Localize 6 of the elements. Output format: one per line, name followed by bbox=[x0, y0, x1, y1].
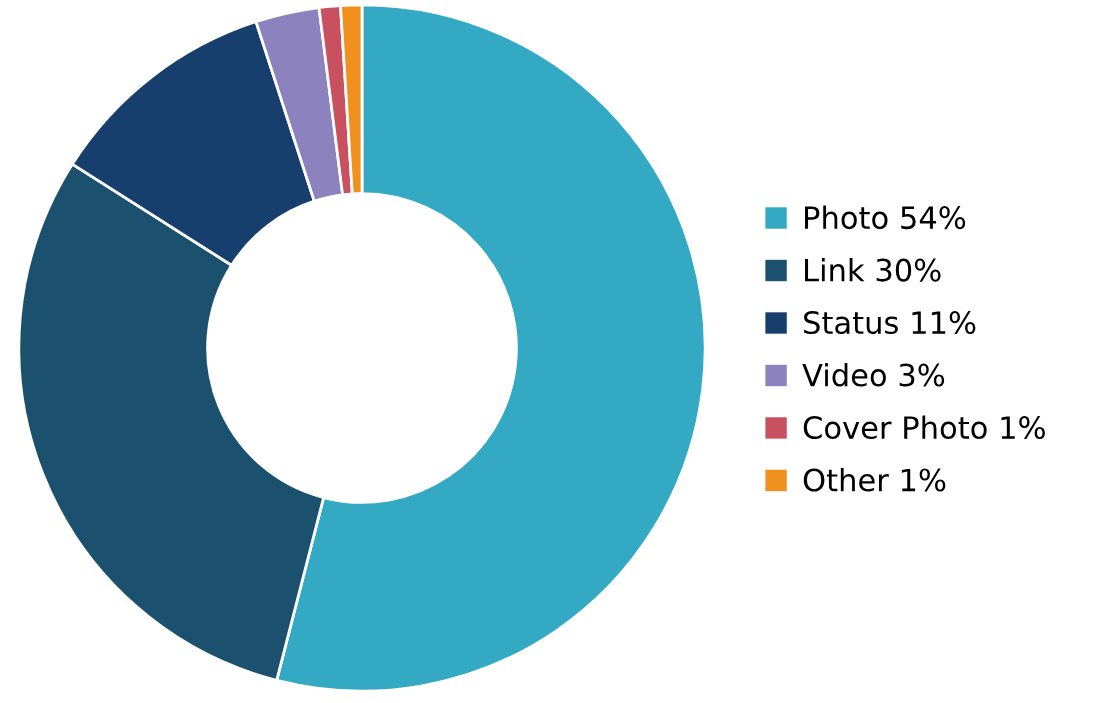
legend-label: Other 1% bbox=[803, 467, 946, 492]
legend-label: Status 11% bbox=[804, 311, 976, 335]
legend-label: Link 30% bbox=[805, 257, 941, 282]
legend-label: Photo 54% bbox=[805, 205, 966, 230]
legend-label: Cover Photo 1% bbox=[803, 415, 1045, 440]
legend-label: Video 3% bbox=[802, 362, 945, 387]
